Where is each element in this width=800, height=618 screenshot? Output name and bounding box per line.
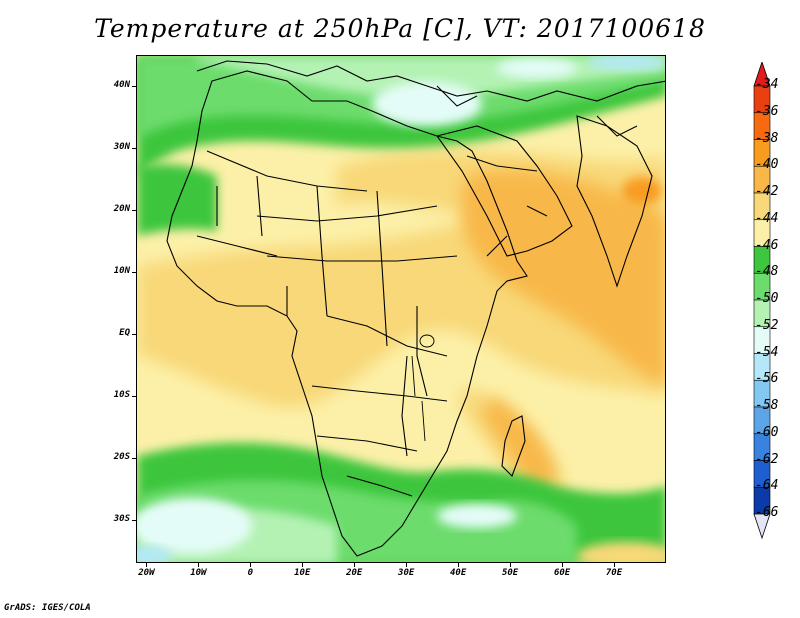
lon-tick — [146, 563, 148, 567]
lon-label: 10E — [294, 568, 311, 578]
lon-tick — [458, 563, 460, 567]
lat-label: 20S — [113, 451, 130, 462]
colorbar-label: -46 — [755, 237, 779, 253]
colorbar — [753, 62, 771, 540]
lat-label: 40N — [113, 79, 130, 90]
field-band-40 — [460, 169, 665, 496]
lon-label: 40E — [450, 568, 467, 578]
lon-label: 10W — [190, 568, 207, 578]
lat-label: 20N — [113, 203, 130, 214]
map-title: Temperature at 250hPa [C], VT: 201710061… — [94, 14, 706, 43]
colorbar-label: -58 — [755, 398, 779, 413]
credit-text: GrADS: IGES/COLA — [4, 603, 91, 613]
field-north-cold — [137, 56, 665, 236]
lat-label: EQ — [119, 327, 130, 338]
colorbar-label: -34 — [755, 77, 779, 92]
lon-label: 0 — [247, 568, 254, 578]
colorbar-label: -40 — [755, 157, 779, 173]
colorbar-label: -56 — [755, 371, 779, 387]
lon-tick — [250, 563, 252, 567]
lat-label: 30S — [113, 513, 130, 524]
lon-label: 20E — [346, 568, 363, 578]
field-south-cold — [137, 442, 665, 562]
lon-label: 60E — [553, 568, 571, 578]
colorbar-bottom-arrow — [753, 513, 771, 540]
lat-tick — [132, 209, 136, 211]
lon-tick — [198, 563, 200, 567]
lon-tick — [302, 563, 304, 567]
lon-tick — [562, 563, 564, 567]
colorbar-label: -36 — [755, 103, 779, 119]
lon-tick — [614, 563, 616, 567]
lon-label: 50E — [501, 568, 519, 578]
lat-tick — [132, 333, 136, 335]
colorbar-label: -42 — [755, 184, 779, 199]
colorbar-label: -54 — [755, 344, 779, 360]
lat-tick — [132, 395, 136, 397]
colorbar-label: -62 — [755, 451, 779, 467]
lon-tick — [406, 563, 408, 567]
colorbar-label: -52 — [755, 317, 779, 333]
colorbar-label: -44 — [755, 210, 779, 226]
lakes — [411, 334, 435, 442]
lon-label: 30E — [398, 568, 415, 578]
colorbar-label: -60 — [755, 424, 779, 440]
colorbar-label: -48 — [755, 264, 779, 280]
lat-tick — [132, 519, 136, 521]
lon-label: 20W — [138, 568, 155, 578]
colorbar-label: -38 — [755, 130, 779, 146]
temperature-map — [136, 55, 666, 563]
lat-label: 10S — [113, 389, 130, 400]
coastlines — [166, 60, 665, 557]
lat-label: 30N — [113, 141, 130, 152]
lat-tick — [132, 271, 136, 273]
lat-label: 10N — [113, 265, 130, 276]
lat-tick — [132, 85, 136, 87]
lat-tick — [132, 147, 136, 149]
lat-tick — [132, 457, 136, 459]
colorbar-label: -66 — [755, 505, 779, 520]
colorbar-label: -50 — [755, 291, 779, 306]
lon-tick — [510, 563, 512, 567]
lon-label: 70E — [605, 568, 623, 578]
colorbar-label: -64 — [755, 478, 779, 494]
lon-tick — [354, 563, 356, 567]
